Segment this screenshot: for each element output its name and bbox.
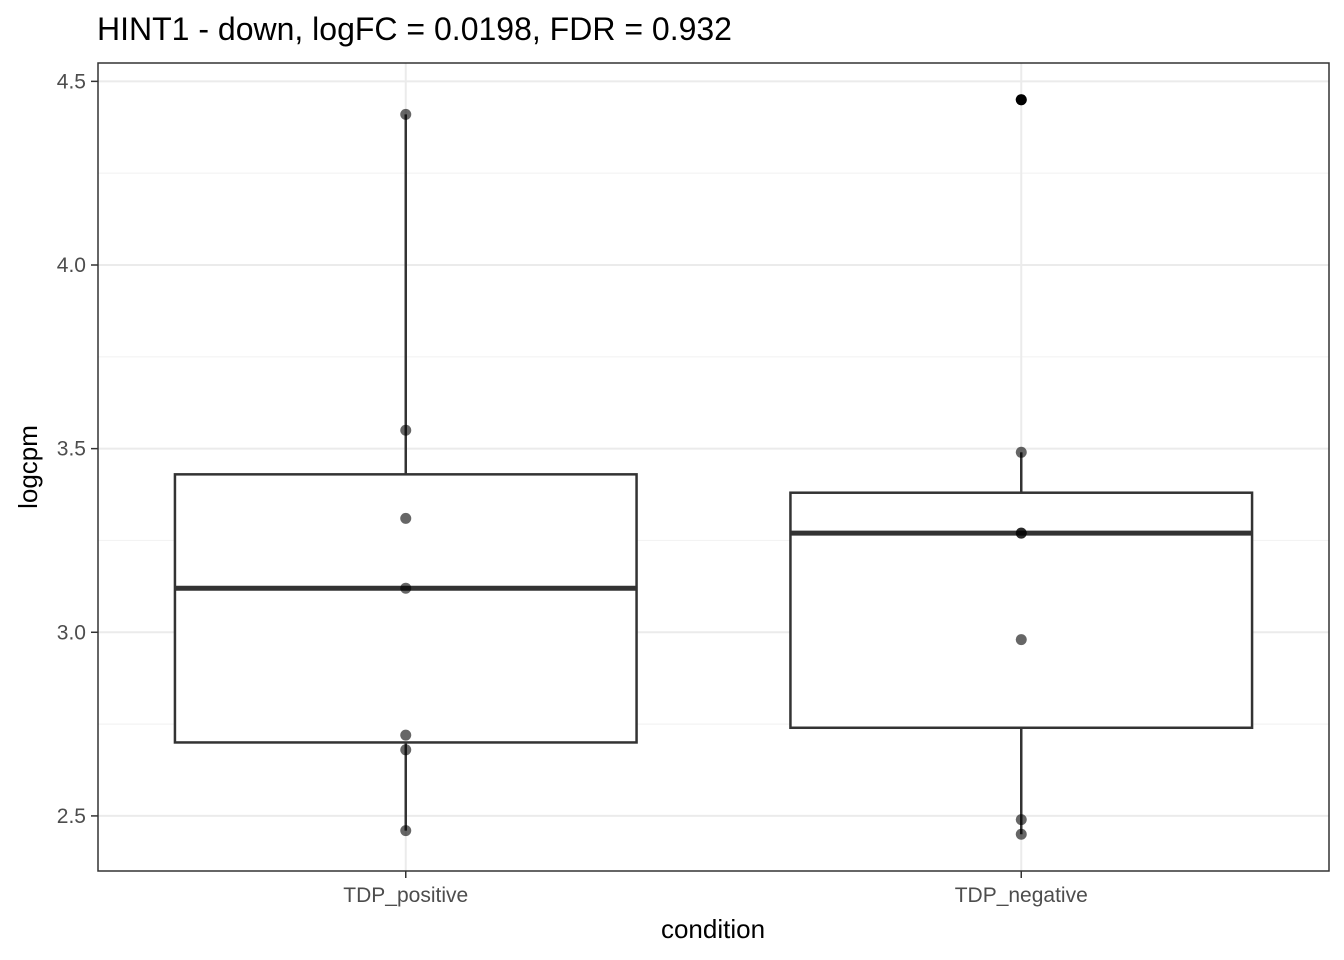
x-axis-title: condition xyxy=(661,914,765,944)
chart-title: HINT1 - down, logFC = 0.0198, FDR = 0.93… xyxy=(97,11,732,47)
data-point xyxy=(1015,527,1027,539)
axis-layer: 2.5 3.0 3.5 4.0 4.5 TDP_positive TDP_negative xyxy=(57,70,1088,907)
y-axis-title: logcpm xyxy=(13,425,43,509)
panel-border xyxy=(97,62,1330,872)
data-point xyxy=(400,744,412,756)
y-tick-label: 4.5 xyxy=(57,70,86,93)
data-point xyxy=(400,424,412,436)
y-tick-label: 2.5 xyxy=(57,805,86,828)
data-point xyxy=(400,108,412,120)
grid-layer xyxy=(98,63,1329,871)
y-tick-label: 3.5 xyxy=(57,438,86,461)
y-tick-label: 3.0 xyxy=(57,621,86,644)
box-layer xyxy=(173,114,1254,835)
x-tick-label: TDP_positive xyxy=(343,884,468,907)
data-point xyxy=(1015,634,1027,646)
y-tick-label: 4.0 xyxy=(57,254,86,277)
data-point xyxy=(400,512,412,524)
data-point xyxy=(400,582,412,594)
data-point xyxy=(400,729,412,741)
point-layer xyxy=(400,94,1027,840)
data-point xyxy=(1015,94,1027,106)
data-point xyxy=(1015,446,1027,458)
x-tick-label: TDP_negative xyxy=(955,884,1088,907)
data-point xyxy=(1015,828,1027,840)
data-point xyxy=(1015,814,1027,826)
box-TDP_positive xyxy=(173,114,638,831)
data-point xyxy=(400,825,412,837)
